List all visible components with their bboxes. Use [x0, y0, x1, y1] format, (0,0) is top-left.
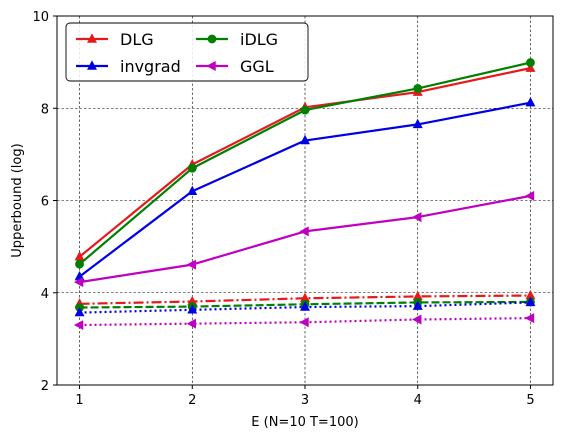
series-8 — [73, 313, 535, 331]
legend-label: GGL — [240, 57, 274, 76]
legend-marker — [87, 60, 97, 70]
y-tick-label: 8 — [41, 102, 49, 117]
series-2 — [75, 58, 535, 269]
data-point — [299, 317, 309, 328]
series-3 — [74, 97, 536, 281]
y-tick-label: 6 — [41, 195, 49, 210]
data-point — [75, 259, 84, 269]
data-point — [412, 212, 422, 223]
data-point — [186, 259, 196, 270]
data-point — [73, 320, 84, 331]
legend: DLG iDLG invgrad GGL — [65, 22, 309, 82]
data-point — [524, 313, 535, 324]
data-point — [300, 301, 310, 311]
data-point — [186, 318, 196, 329]
series-4 — [73, 190, 535, 288]
legend-label: iDLG — [240, 30, 278, 49]
series-layer — [73, 58, 536, 331]
data-point — [187, 304, 198, 314]
y-tick-label: 4 — [41, 287, 49, 302]
data-point — [74, 306, 85, 317]
data-point — [525, 62, 536, 72]
y-axis-label: Upperbound (log) — [10, 143, 25, 257]
x-tick-label: 3 — [301, 393, 309, 408]
series-7 — [74, 296, 536, 317]
legend-marker — [207, 34, 217, 44]
legend-marker — [206, 61, 216, 71]
data-point — [412, 314, 422, 325]
data-point — [300, 105, 310, 115]
x-tick-label: 4 — [414, 393, 422, 408]
data-point — [413, 84, 423, 93]
legend-box — [65, 22, 309, 82]
data-point — [524, 190, 535, 201]
y-tick-label: 10 — [32, 10, 49, 25]
data-point — [412, 118, 423, 129]
data-point — [299, 226, 309, 237]
data-point — [412, 300, 423, 310]
tick-layer: 1 2 3 4 5 2 4 6 8 10 — [32, 10, 534, 408]
x-tick-label: 2 — [188, 393, 196, 408]
x-tick-label: 5 — [526, 393, 534, 408]
legend-label: DLG — [120, 30, 154, 49]
data-point — [525, 97, 536, 107]
data-point — [187, 185, 198, 195]
legend-marker — [87, 33, 97, 43]
y-tick-label: 2 — [41, 379, 49, 394]
legend-item: GGL — [196, 57, 274, 76]
x-tick-label: 1 — [75, 393, 83, 408]
data-point — [187, 163, 197, 173]
data-point — [300, 134, 310, 145]
legend-item: iDLG — [196, 30, 278, 49]
x-axis-label: E (N=10 T=100) — [251, 415, 358, 430]
data-point — [525, 296, 536, 307]
legend-label: invgrad — [120, 57, 181, 76]
data-point — [526, 58, 535, 67]
legend-item: DLG — [76, 30, 154, 49]
data-point — [73, 277, 84, 288]
legend-item: invgrad — [76, 57, 181, 76]
